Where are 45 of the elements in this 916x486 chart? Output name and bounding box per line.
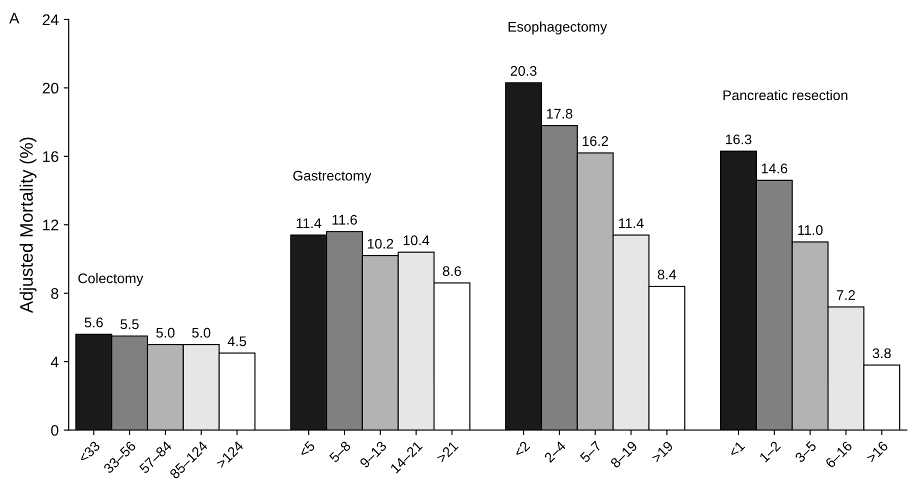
x-tick-label: >19 [650, 440, 674, 464]
data-label: 10.4 [404, 235, 430, 246]
data-label: 5.6 [84, 318, 103, 328]
x-tick-label: 3–5 [794, 440, 817, 464]
x-tick-label: <5 [298, 440, 316, 458]
data-label: 8.6 [442, 266, 461, 276]
data-label: 11.4 [619, 218, 644, 228]
annotation: Colectomy [78, 273, 144, 286]
x-tick-label: 5–7 [580, 440, 602, 464]
data-label: 20.3 [510, 66, 536, 76]
data-label: 8.4 [658, 270, 676, 280]
data-label: 17.8 [546, 108, 572, 119]
data-label: 14.6 [762, 164, 788, 174]
y-axis-title: Adjusted Mortality (%) [20, 138, 36, 314]
y-tick-label: 12 [43, 220, 58, 230]
y-tick-label: 4 [50, 356, 59, 368]
x-tick-label: 5–8 [328, 440, 352, 464]
data-label: 5.5 [120, 319, 139, 330]
annotation: Gastrectomy [293, 170, 372, 184]
data-label: 11.0 [798, 225, 823, 235]
x-tick-label: 2–4 [544, 440, 566, 463]
data-label: 16.3 [726, 134, 752, 144]
data-label: 3.8 [872, 348, 891, 358]
y-tick-label: 16 [43, 151, 58, 162]
data-label: 5.0 [192, 328, 210, 338]
y-tick-label: 20 [42, 82, 58, 94]
y-tick-label: 8 [51, 288, 58, 299]
x-tick-label: <1 [728, 440, 746, 458]
x-tick-label: >21 [436, 440, 459, 464]
x-tick-label: <33 [78, 440, 101, 464]
data-label: 10.2 [368, 238, 394, 249]
y-tick-label: 0 [51, 424, 58, 436]
data-label: 16.2 [582, 136, 608, 146]
annotation: Pancreatic resection [724, 90, 848, 100]
text: A [9, 12, 20, 24]
annotation: Esophagectomy [508, 22, 608, 34]
y-tick-label: 24 [42, 14, 59, 25]
x-tick-label: >16 [866, 440, 889, 464]
data-label: 11.4 [296, 218, 322, 228]
x-tick-label: <2 [513, 440, 530, 458]
data-label: 5.0 [156, 328, 175, 338]
x-tick-label: 1–2 [758, 440, 781, 463]
data-label: 11.6 [332, 214, 357, 225]
data-label: 4.5 [228, 336, 246, 346]
data-label: 7.2 [837, 290, 855, 300]
